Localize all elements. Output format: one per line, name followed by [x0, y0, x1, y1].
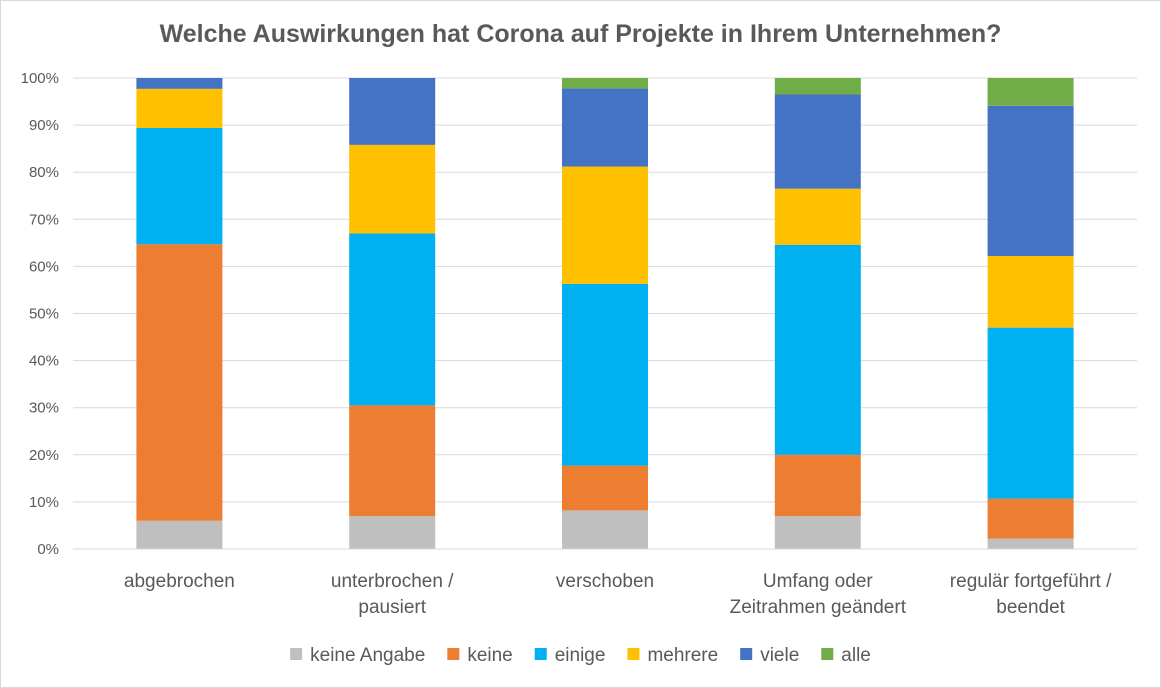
bar-segment [136, 78, 223, 89]
x-tick-label: pausiert [358, 597, 426, 618]
legend-swatch [740, 648, 753, 660]
y-tick-label: 10% [29, 494, 59, 511]
bar-segment [136, 88, 223, 128]
x-tick-label: beendet [996, 597, 1065, 618]
y-tick-label: 20% [29, 447, 59, 464]
bar-segment [987, 78, 1074, 106]
bar-segment [987, 327, 1074, 499]
bar-segment [562, 465, 648, 511]
x-tick-label: abgebrochen [124, 571, 235, 592]
bar-segment [136, 244, 223, 521]
bar-segment [774, 94, 861, 189]
y-tick-label: 30% [29, 400, 59, 417]
y-tick-label: 100% [21, 70, 59, 87]
legend-label: mehrere [647, 645, 718, 666]
bar-segment [987, 105, 1074, 257]
y-tick-label: 80% [29, 164, 59, 181]
bar-segment [136, 520, 223, 549]
x-tick-label: Umfang oder [763, 571, 874, 592]
legend-swatch [290, 648, 303, 660]
y-tick-label: 70% [29, 211, 59, 228]
bar-segment [349, 233, 436, 406]
legend-label: einige [555, 645, 606, 666]
bar-segment [774, 188, 861, 245]
legend-label: viele [760, 645, 799, 666]
x-tick-label: unterbrochen / [331, 571, 454, 592]
chart-title: Welche Auswirkungen hat Corona auf Proje… [159, 20, 1002, 48]
legend-swatch [821, 648, 834, 660]
legend-label: alle [841, 645, 871, 666]
bar-segment [987, 256, 1074, 328]
y-tick-label: 60% [29, 258, 59, 275]
legend-swatch [627, 648, 640, 660]
x-tick-label: Zeitrahmen geändert [730, 597, 907, 618]
bar-segment [987, 538, 1074, 549]
x-tick-label: regulär fortgeführt / [950, 571, 1112, 592]
bar-segment [562, 510, 648, 549]
y-tick-label: 90% [29, 117, 59, 134]
bar-segment [562, 78, 648, 89]
bar-segment [349, 144, 436, 234]
legend-swatch [447, 648, 460, 660]
y-tick-label: 50% [29, 306, 59, 323]
bar-segment [349, 78, 436, 145]
bar-segment [349, 516, 436, 549]
bar-segment [562, 88, 648, 167]
bar-segment [562, 166, 648, 284]
legend-swatch [534, 648, 547, 660]
bar-segment [349, 405, 436, 517]
x-tick-label: verschoben [556, 571, 654, 592]
bar-segment [774, 244, 861, 455]
bar-segment [987, 498, 1074, 539]
bar-segment [774, 78, 861, 95]
bar-segment [136, 127, 223, 245]
y-tick-label: 0% [37, 541, 59, 558]
legend-label: keine Angabe [310, 645, 425, 666]
bar-segment [562, 283, 648, 466]
bar-segment [774, 454, 861, 517]
legend-label: keine [467, 645, 512, 666]
y-tick-label: 40% [29, 353, 59, 370]
bar-segment [774, 516, 861, 549]
